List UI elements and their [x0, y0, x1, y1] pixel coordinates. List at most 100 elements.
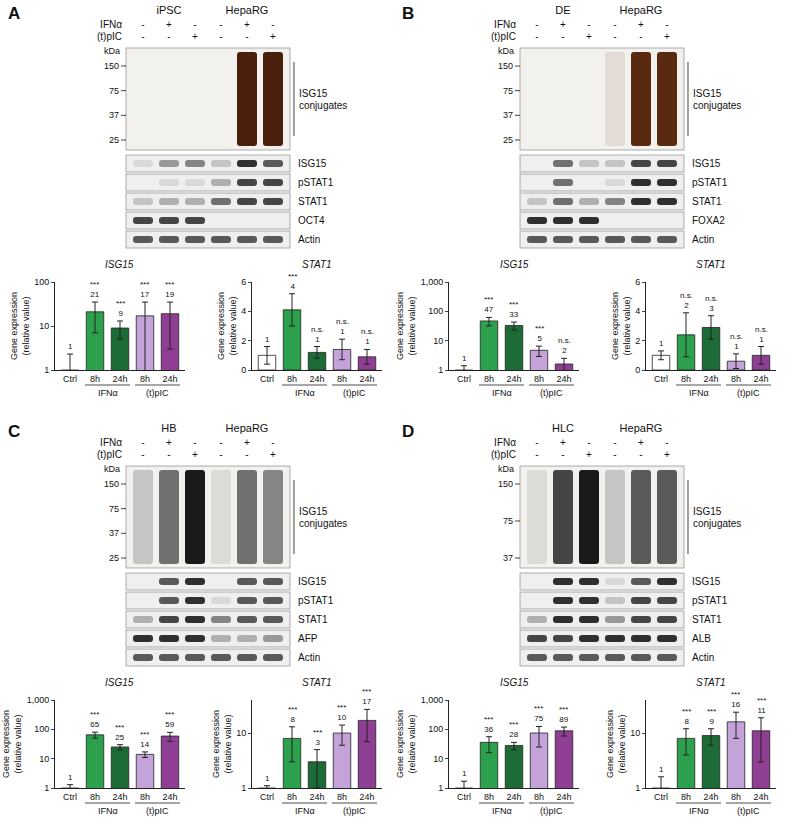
svg-text:100: 100 [34, 724, 49, 734]
svg-text:Ctrl: Ctrl [457, 374, 471, 384]
svg-text:conjugates: conjugates [693, 100, 741, 111]
svg-text:(t)pIC: (t)pIC [146, 806, 169, 816]
svg-text:1: 1 [265, 335, 270, 344]
svg-text:24h: 24h [506, 374, 521, 384]
svg-text:STAT1: STAT1 [696, 677, 726, 688]
svg-text:STAT1: STAT1 [692, 196, 722, 207]
svg-text:-: - [613, 19, 616, 30]
svg-text:25: 25 [109, 553, 119, 563]
svg-text:(t)pIC: (t)pIC [540, 806, 563, 816]
svg-text:-: - [245, 449, 248, 460]
svg-text:HepaRG: HepaRG [620, 422, 663, 434]
svg-text:IFNα: IFNα [494, 19, 516, 30]
svg-text:+: + [192, 31, 198, 42]
svg-text:8h: 8h [681, 792, 691, 802]
svg-text:+: + [664, 449, 670, 460]
svg-text:***59: ***59 [165, 710, 175, 729]
svg-text:1: 1 [44, 783, 49, 793]
svg-text:***16: ***16 [731, 690, 741, 709]
svg-text:8h: 8h [140, 792, 150, 802]
svg-text:1,000: 1,000 [421, 695, 444, 705]
svg-text:8h: 8h [731, 792, 741, 802]
svg-text:8h: 8h [90, 374, 100, 384]
svg-text:1: 1 [438, 783, 443, 793]
svg-text:75: 75 [109, 86, 119, 96]
svg-text:IFNα: IFNα [689, 806, 709, 816]
svg-text:***47: ***47 [484, 295, 494, 314]
svg-text:-: - [219, 449, 222, 460]
svg-text:HB: HB [161, 422, 176, 434]
svg-text:+: + [586, 449, 592, 460]
svg-text:25: 25 [109, 135, 119, 145]
svg-text:Gene expression(relative value: Gene expression(relative value) [605, 710, 627, 778]
svg-text:8h: 8h [681, 374, 691, 384]
svg-text:***5: ***5 [535, 324, 544, 343]
svg-text:Ctrl: Ctrl [260, 792, 274, 802]
svg-text:+: + [192, 449, 198, 460]
svg-text:1,000: 1,000 [421, 277, 444, 287]
svg-text:pSTAT1: pSTAT1 [298, 177, 334, 188]
svg-text:24h: 24h [309, 792, 324, 802]
svg-text:0: 0 [635, 365, 640, 375]
svg-text:-: - [167, 449, 170, 460]
svg-text:150: 150 [498, 479, 513, 489]
svg-text:1: 1 [462, 769, 467, 778]
svg-text:-: - [193, 437, 196, 448]
svg-text:IFNα: IFNα [689, 388, 709, 398]
svg-text:n.s.1: n.s.1 [730, 332, 743, 351]
svg-text:ISG15: ISG15 [298, 576, 327, 587]
svg-text:IFNα: IFNα [492, 388, 512, 398]
svg-text:+: + [270, 449, 276, 460]
svg-text:Actin: Actin [298, 652, 320, 663]
svg-text:-: - [535, 437, 538, 448]
svg-text:1,000: 1,000 [27, 695, 50, 705]
svg-text:IFNα: IFNα [100, 437, 122, 448]
svg-text:-: - [271, 437, 274, 448]
svg-text:24h: 24h [703, 792, 718, 802]
svg-text:24h: 24h [162, 374, 177, 384]
svg-text:STAT1: STAT1 [692, 614, 722, 625]
svg-text:24h: 24h [556, 374, 571, 384]
svg-text:pSTAT1: pSTAT1 [298, 595, 334, 606]
svg-text:AFP: AFP [298, 633, 318, 644]
svg-text:10: 10 [39, 754, 49, 764]
svg-text:Actin: Actin [298, 234, 320, 245]
svg-text:2: 2 [635, 336, 640, 346]
svg-text:Gene expression(relative value: Gene expression(relative value) [9, 292, 31, 360]
svg-text:-: - [587, 19, 590, 30]
svg-text:24h: 24h [703, 374, 718, 384]
svg-text:conjugates: conjugates [299, 518, 347, 529]
svg-text:HepaRG: HepaRG [620, 4, 663, 16]
svg-text:8h: 8h [287, 792, 297, 802]
svg-text:(t)pIC: (t)pIC [97, 31, 122, 42]
svg-text:+: + [586, 31, 592, 42]
svg-text:IFNα: IFNα [295, 806, 315, 816]
svg-text:+: + [638, 19, 644, 30]
svg-text:C: C [8, 422, 20, 441]
svg-text:24h: 24h [753, 374, 768, 384]
svg-text:kDa: kDa [104, 46, 120, 56]
svg-text:***17: ***17 [362, 687, 372, 706]
svg-text:(t)pIC: (t)pIC [540, 388, 563, 398]
svg-text:***4: ***4 [288, 272, 297, 291]
svg-text:2: 2 [241, 336, 246, 346]
svg-text:Gene expression(relative value: Gene expression(relative value) [1, 710, 23, 778]
svg-text:***17: ***17 [140, 280, 150, 299]
svg-text:-: - [665, 437, 668, 448]
svg-text:D: D [402, 422, 414, 441]
svg-text:+: + [270, 31, 276, 42]
svg-text:+: + [244, 437, 250, 448]
svg-text:ISG15: ISG15 [299, 506, 328, 517]
svg-text:1: 1 [659, 765, 664, 774]
svg-text:FOXA2: FOXA2 [692, 215, 725, 226]
svg-text:+: + [664, 31, 670, 42]
svg-text:(t)pIC: (t)pIC [146, 388, 169, 398]
svg-text:Ctrl: Ctrl [63, 374, 77, 384]
svg-text:100: 100 [428, 306, 443, 316]
svg-text:kDa: kDa [498, 46, 514, 56]
svg-text:IFNα: IFNα [98, 388, 118, 398]
svg-text:-: - [613, 31, 616, 42]
svg-text:***21: ***21 [90, 280, 100, 299]
svg-text:ISG15: ISG15 [693, 506, 722, 517]
svg-text:-: - [141, 19, 144, 30]
